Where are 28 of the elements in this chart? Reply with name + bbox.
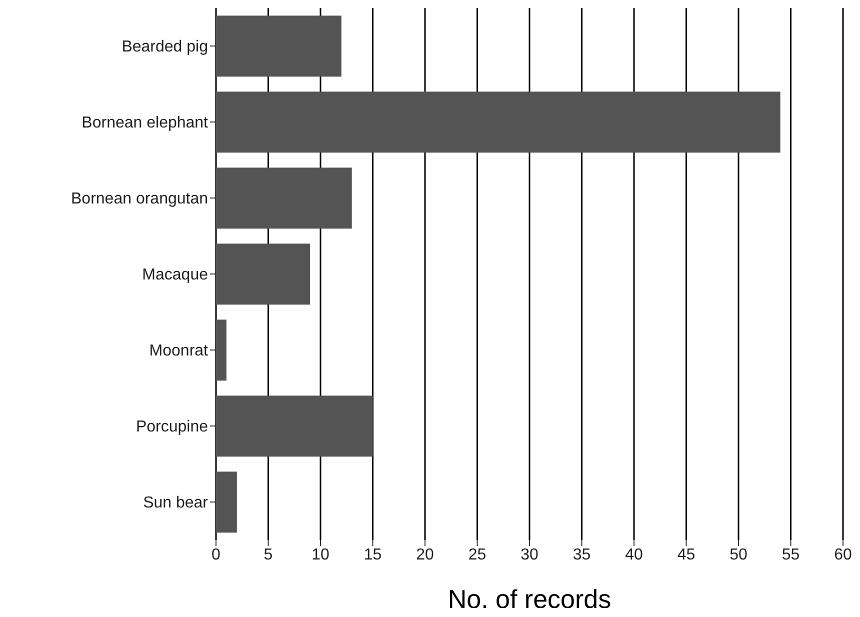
y-tick-label: Porcupine — [136, 418, 208, 436]
bar — [216, 92, 780, 153]
bar — [216, 16, 342, 77]
x-tick-label: 40 — [625, 546, 643, 564]
y-tick-label: Macaque — [142, 266, 208, 284]
bar — [216, 396, 373, 457]
y-tick-label: Bornean orangutan — [71, 190, 208, 208]
x-tick-label: 60 — [834, 546, 852, 564]
x-axis-title: No. of records — [448, 584, 612, 614]
bar — [216, 472, 237, 533]
x-tick-label: 55 — [782, 546, 800, 564]
x-tick-label: 15 — [364, 546, 382, 564]
y-tick-label: Moonrat — [149, 342, 209, 360]
x-tick-label: 50 — [730, 546, 748, 564]
bar — [216, 320, 226, 381]
bar — [216, 168, 352, 229]
x-tick-label: 25 — [468, 546, 486, 564]
x-tick-label: 35 — [572, 546, 591, 564]
x-tick-label: 10 — [312, 546, 330, 564]
y-tick-label: Bornean elephant — [82, 114, 209, 132]
y-tick-label: Bearded pig — [122, 38, 208, 56]
bar — [216, 244, 310, 305]
x-tick-label: 30 — [520, 546, 538, 564]
x-tick-label: 20 — [416, 546, 434, 564]
x-tick-label: 0 — [212, 546, 221, 564]
x-tick-label: 45 — [677, 546, 696, 564]
y-tick-label: Sun bear — [143, 494, 209, 512]
x-tick-label: 5 — [264, 546, 273, 564]
